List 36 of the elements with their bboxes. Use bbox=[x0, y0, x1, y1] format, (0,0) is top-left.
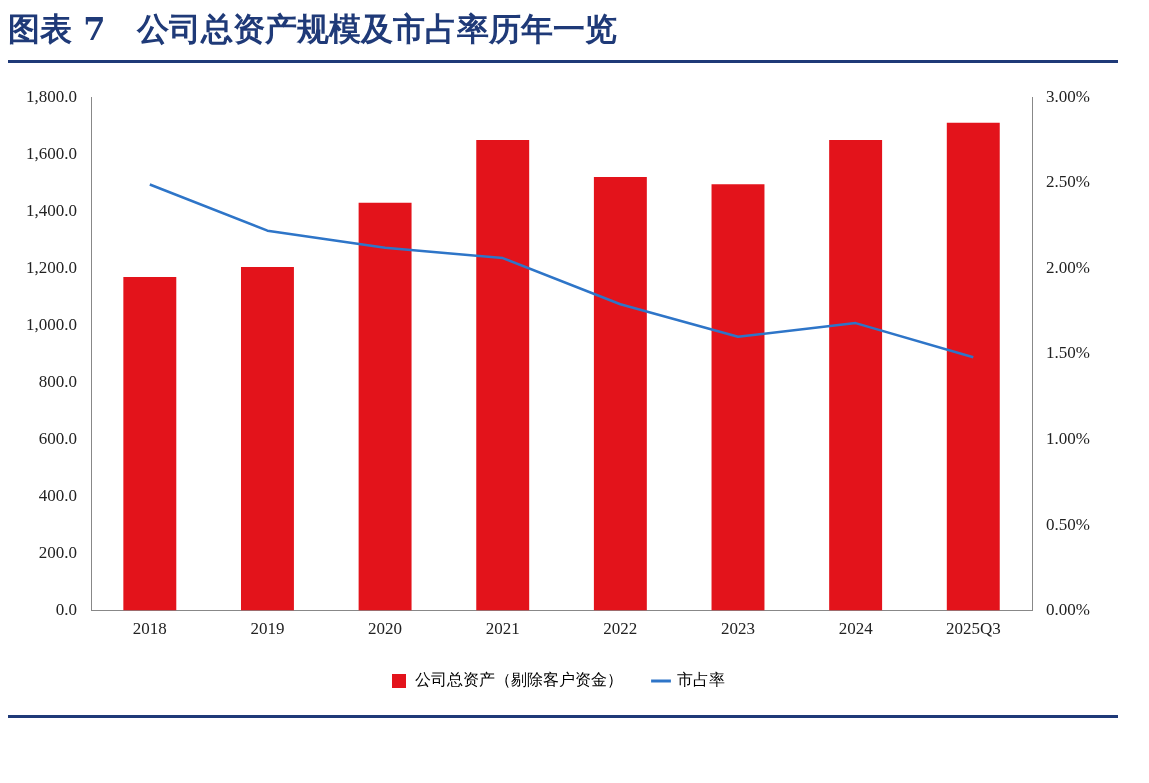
x-tick-label: 2018 bbox=[132, 619, 167, 639]
x-tick-label: 2023 bbox=[721, 619, 755, 639]
bar bbox=[240, 266, 294, 611]
legend-label: 公司总资产（剔除客户资金） bbox=[415, 670, 623, 690]
bar bbox=[358, 202, 412, 611]
bar bbox=[829, 139, 883, 611]
bar bbox=[946, 122, 1000, 611]
y2-tick-label: 3.00% bbox=[1046, 86, 1091, 106]
x-tick-label: 2025Q3 bbox=[945, 619, 1001, 639]
x-tick-label: 2019 bbox=[250, 619, 285, 639]
x-tick-label: 2020 bbox=[368, 619, 403, 639]
x-tick-label: 2022 bbox=[603, 619, 638, 639]
y2-tick-label: 2.00% bbox=[1046, 257, 1091, 277]
y-tick-label: 600.0 bbox=[38, 428, 77, 448]
x-tick-label: 2024 bbox=[838, 619, 874, 639]
y-tick-label: 800.0 bbox=[38, 371, 77, 391]
y-tick-label: 1,600.0 bbox=[26, 143, 77, 163]
legend-label: 市占率 bbox=[677, 670, 725, 690]
y2-tick-label: 1.50% bbox=[1046, 343, 1091, 363]
y-tick-label: 1,000.0 bbox=[26, 314, 77, 334]
bar bbox=[123, 276, 177, 611]
chart-title: 图表 7 公司总资产规模及市占率历年一览 bbox=[8, 8, 1118, 63]
y-tick-label: 400.0 bbox=[38, 485, 77, 505]
bar bbox=[711, 184, 765, 611]
y-tick-label: 1,800.0 bbox=[26, 86, 77, 106]
y-tick-label: 1,400.0 bbox=[26, 200, 77, 220]
bar bbox=[476, 139, 530, 611]
bar bbox=[593, 177, 647, 611]
y2-tick-label: 2.50% bbox=[1046, 172, 1091, 192]
y2-tick-label: 0.50% bbox=[1046, 514, 1091, 534]
y2-tick-label: 0.00% bbox=[1046, 600, 1091, 620]
y-tick-label: 200.0 bbox=[38, 543, 77, 563]
y-tick-label: 0.0 bbox=[55, 600, 77, 620]
x-tick-label: 2021 bbox=[485, 619, 520, 639]
y2-tick-label: 1.00% bbox=[1046, 428, 1091, 448]
y-tick-label: 1,200.0 bbox=[26, 257, 77, 277]
